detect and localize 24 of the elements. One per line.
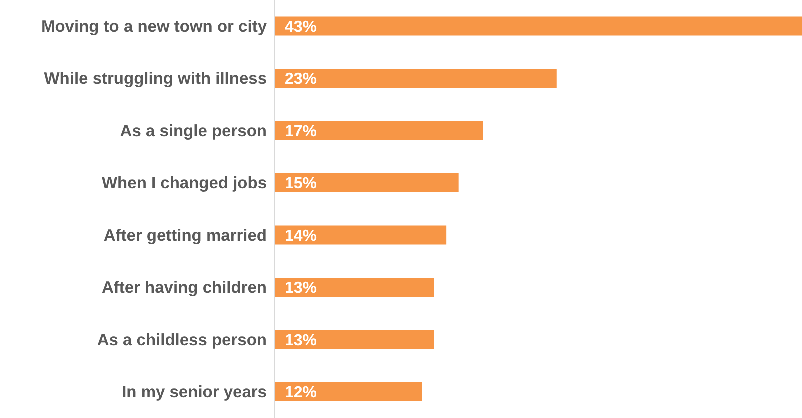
bar xyxy=(275,330,434,350)
bar xyxy=(275,173,459,192)
y-tick-label: In my senior years xyxy=(122,384,267,402)
data-label: 15% xyxy=(285,176,318,193)
y-tick-label: As a childless person xyxy=(97,331,267,350)
y-tick-label: After having children xyxy=(102,279,267,298)
bar xyxy=(275,121,484,140)
data-label: 43% xyxy=(285,18,318,36)
data-label: 14% xyxy=(285,228,318,245)
y-tick-label: As a single person xyxy=(120,122,267,140)
bar xyxy=(275,16,802,36)
bar xyxy=(275,278,434,297)
bar xyxy=(275,382,422,402)
y-tick-label: When I changed jobs xyxy=(102,174,267,193)
data-label: 13% xyxy=(285,280,318,298)
y-tick-label: Moving to a new town or city xyxy=(41,18,268,36)
data-label: 23% xyxy=(285,71,318,88)
bar xyxy=(275,226,447,245)
data-label: 13% xyxy=(285,332,318,350)
data-label: 17% xyxy=(285,123,318,140)
data-label: 12% xyxy=(285,384,318,402)
y-tick-label: After getting married xyxy=(104,226,267,245)
bar xyxy=(275,68,557,88)
y-tick-label: While struggling with illness xyxy=(44,70,267,88)
